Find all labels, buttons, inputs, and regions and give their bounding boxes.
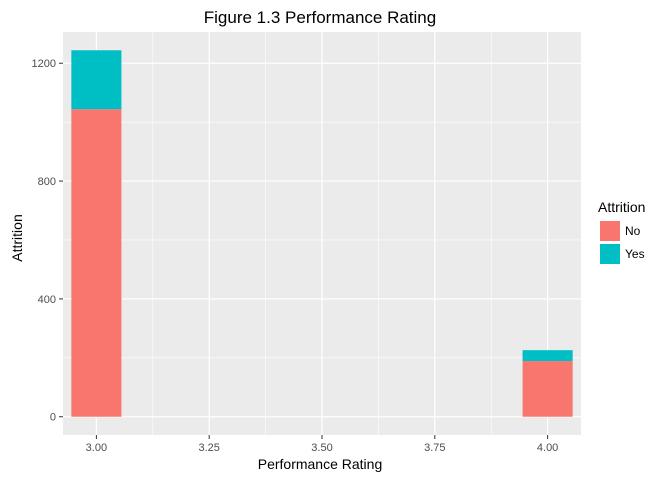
y-axis: 0 400 800 1200 <box>32 58 63 424</box>
x-tick-label: 3.50 <box>311 442 332 454</box>
legend-label-yes: Yes <box>625 247 645 261</box>
y-tick-label: 800 <box>38 176 56 188</box>
x-tick-label: 3.75 <box>424 442 445 454</box>
legend: Attrition No Yes <box>598 199 645 264</box>
plot-panel <box>63 32 581 435</box>
y-tick-label: 1200 <box>32 58 56 70</box>
y-tick-label: 0 <box>50 412 56 424</box>
bar-no-4 <box>522 361 573 417</box>
x-tick-label: 3.25 <box>198 442 219 454</box>
chart-title: Figure 1.3 Performance Rating <box>204 8 436 27</box>
bar-yes-4 <box>522 350 573 362</box>
bars-layer <box>71 50 573 417</box>
y-axis-title: Attrition <box>9 214 25 261</box>
bar-yes-3 <box>71 50 122 110</box>
x-axis-title: Performance Rating <box>258 456 383 472</box>
legend-key-no <box>600 221 620 241</box>
legend-label-no: No <box>625 224 641 238</box>
legend-key-yes <box>600 244 620 264</box>
x-tick-label: 4.00 <box>537 442 558 454</box>
x-axis: 3.00 3.25 3.50 3.75 4.00 <box>86 435 558 454</box>
y-tick-label: 400 <box>38 294 56 306</box>
legend-title: Attrition <box>598 199 645 215</box>
bar-no-3 <box>71 109 122 417</box>
x-tick-label: 3.00 <box>86 442 107 454</box>
